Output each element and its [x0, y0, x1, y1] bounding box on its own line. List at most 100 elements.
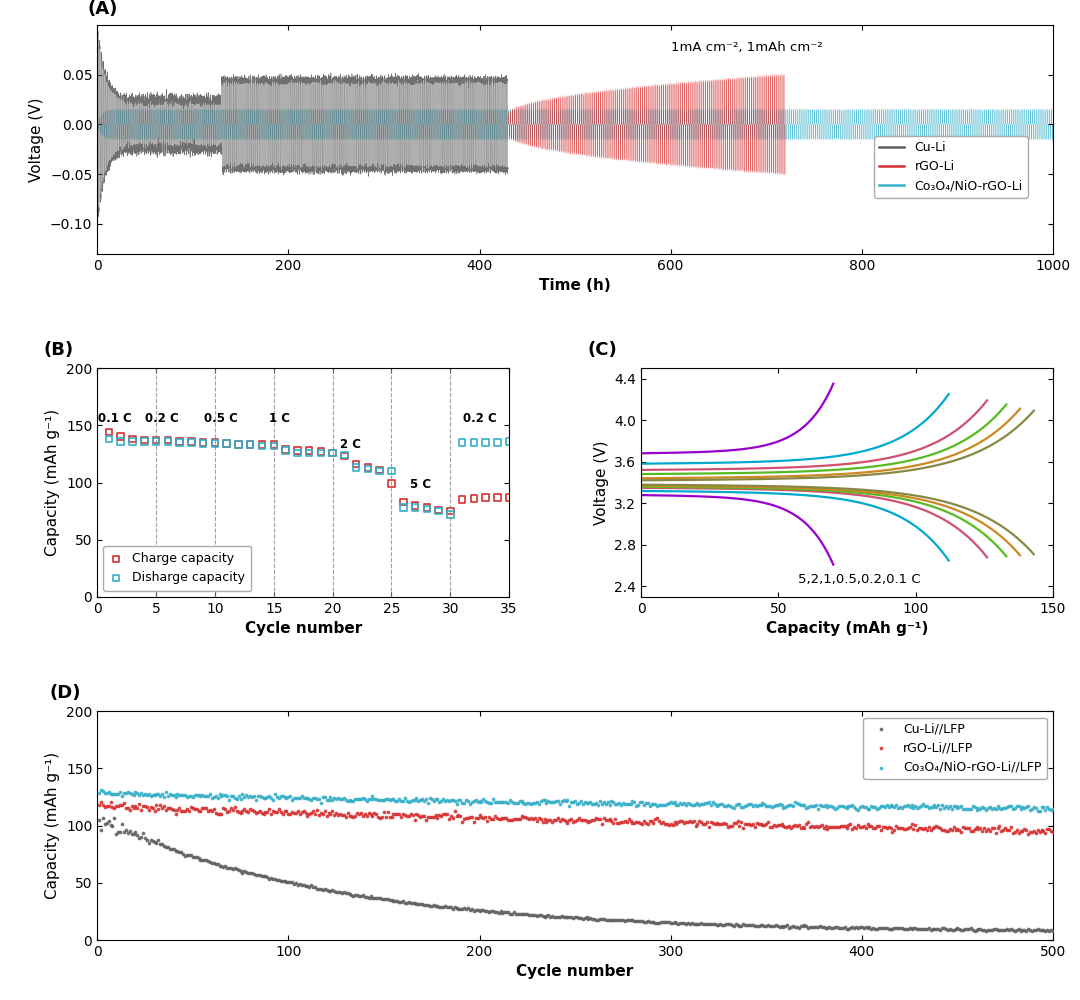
- rGO-Li//LFP: [918, 822, 935, 838]
- rGO-Li//LFP: [396, 807, 414, 823]
- Cu-Li//LFP: [813, 919, 831, 935]
- rGO-Li//LFP: [563, 811, 580, 827]
- Cu-Li//LFP: [907, 920, 924, 936]
- Cu-Li//LFP: [316, 881, 334, 897]
- Co₃O₄/NiO-rGO-Li//LFP: [575, 796, 592, 812]
- Disharge capacity: [100, 431, 118, 447]
- rGO-Li//LFP: [541, 812, 558, 828]
- rGO-Li//LFP: [384, 806, 402, 822]
- rGO-Li//LFP: [681, 813, 699, 829]
- Cu-Li//LFP: [650, 915, 667, 931]
- Co₃O₄/NiO-rGO-Li//LFP: [345, 793, 362, 809]
- Cu-Li//LFP: [180, 847, 198, 863]
- Cu-Li//LFP: [515, 906, 532, 922]
- rGO-Li//LFP: [624, 815, 642, 831]
- Co₃O₄/NiO-rGO-Li//LFP: [116, 785, 133, 801]
- rGO-Li//LFP: [118, 800, 135, 816]
- Co₃O₄/NiO-rGO-Li//LFP: [918, 798, 935, 814]
- Cu-Li//LFP: [218, 860, 235, 876]
- rGO-Li//LFP: [642, 813, 659, 829]
- Cu-Li//LFP: [966, 923, 983, 939]
- Cu-Li//LFP: [129, 827, 146, 843]
- Cu-Li//LFP: [658, 914, 675, 930]
- Cu-Li//LFP: [377, 891, 394, 907]
- Co₃O₄/NiO-rGO-Li//LFP: [324, 792, 341, 808]
- Cu-Li//LFP: [886, 920, 903, 936]
- rGO-Li//LFP: [788, 818, 806, 834]
- Cu-Li//LFP: [588, 912, 605, 928]
- Co₃O₄/NiO-rGO-Li//LFP: [392, 793, 409, 809]
- Co₃O₄/NiO-rGO-Li//LFP: [702, 797, 719, 813]
- Cu-Li//LFP: [949, 920, 967, 936]
- Co₃O₄/NiO-rGO-Li//LFP: [111, 784, 129, 800]
- rGO-Li//LFP: [962, 823, 980, 839]
- rGO-Li//LFP: [838, 820, 855, 836]
- rGO-Li//LFP: [890, 820, 907, 836]
- rGO-Li//LFP: [376, 804, 393, 820]
- rGO-Li//LFP: [329, 807, 347, 823]
- Co₃O₄/NiO-rGO-Li//LFP: [1029, 803, 1047, 819]
- rGO-Li//LFP: [481, 809, 498, 825]
- Co₃O₄/NiO-rGO-Li//LFP: [561, 798, 578, 814]
- rGO-Li//LFP: [226, 799, 243, 815]
- Charge capacity: [265, 437, 282, 453]
- Cu-Li//LFP: [349, 887, 366, 903]
- rGO-Li//LFP: [873, 822, 890, 838]
- Co₃O₄/NiO-rGO-Li//LFP: [895, 798, 913, 814]
- rGO-Li//LFP: [882, 820, 900, 836]
- Cu-Li//LFP: [300, 879, 318, 895]
- Cu-Li//LFP: [426, 897, 443, 913]
- Cu-Li//LFP: [268, 872, 285, 888]
- Co₃O₄/NiO-rGO-Li//LFP: [759, 798, 777, 814]
- rGO-Li//LFP: [777, 819, 794, 835]
- rGO-Li//LFP: [633, 816, 650, 832]
- rGO-Li//LFP: [851, 819, 868, 835]
- Text: 0.2 C: 0.2 C: [145, 412, 179, 425]
- rGO-Li//LFP: [957, 820, 974, 836]
- Co₃O₄/NiO-rGO-Li//LFP: [781, 797, 798, 813]
- Co₃O₄/NiO-rGO-Li//LFP: [846, 799, 863, 815]
- Co₃O₄/NiO-rGO-Li//LFP: [540, 793, 557, 809]
- Co₃O₄/NiO-rGO-Li//LFP: [143, 788, 160, 804]
- Cu-Li//LFP: [888, 920, 905, 936]
- Cu-Li//LFP: [153, 836, 171, 852]
- Cu-Li//LFP: [359, 889, 376, 905]
- Cu-Li//LFP: [935, 920, 953, 936]
- Co₃O₄/NiO-rGO-Li//LFP: [607, 796, 624, 812]
- rGO-Li//LFP: [685, 813, 702, 829]
- Co₃O₄/NiO-rGO-Li//LFP: [863, 798, 880, 814]
- X-axis label: Time (h): Time (h): [539, 278, 611, 293]
- Cu-Li//LFP: [870, 920, 888, 936]
- Cu-Li//LFP: [379, 891, 396, 907]
- Co₃O₄/NiO-rGO-Li//LFP: [119, 784, 136, 800]
- Cu-Li//LFP: [561, 909, 578, 925]
- rGO-Li//LFP: [136, 798, 153, 814]
- Co₃O₄/NiO-rGO-Li//LFP: [590, 797, 607, 813]
- rGO-Li//LFP: [764, 819, 781, 835]
- Co₃O₄/NiO-rGO-Li//LFP: [754, 795, 771, 811]
- Cu-Li//LFP: [828, 919, 846, 935]
- rGO-Li//LFP: [570, 810, 588, 826]
- Co₃O₄/NiO-rGO-Li//LFP: [138, 787, 156, 803]
- rGO-Li//LFP: [691, 813, 708, 829]
- Co₃O₄/NiO-rGO-Li//LFP: [999, 799, 1016, 815]
- rGO-Li//LFP: [207, 805, 225, 821]
- Co₃O₄/NiO-rGO-Li//LFP: [791, 796, 808, 812]
- Co₃O₄/NiO-rGO-Li//LFP: [714, 796, 731, 812]
- rGO-Li//LFP: [702, 814, 719, 830]
- Co₃O₄/NiO-rGO-Li//LFP: [710, 797, 727, 813]
- Text: 0.2 C: 0.2 C: [463, 412, 497, 425]
- Co₃O₄/NiO-rGO-Li//LFP: [451, 792, 469, 808]
- Co₃O₄/NiO-rGO-Li//LFP: [125, 787, 143, 803]
- Cu-Li//LFP: [681, 916, 699, 932]
- Cu-Li//LFP: [1027, 922, 1044, 938]
- Charge capacity: [348, 456, 365, 472]
- Cu-Li//LFP: [521, 907, 538, 923]
- Charge capacity: [171, 433, 188, 449]
- Co₃O₄/NiO-rGO-Li//LFP: [396, 790, 414, 806]
- Cu-Li//LFP: [133, 829, 150, 845]
- rGO-Li//LFP: [1040, 821, 1057, 837]
- Cu-Li//LFP: [773, 918, 791, 934]
- Cu-Li//LFP: [94, 810, 111, 826]
- Cu-Li//LFP: [918, 921, 935, 937]
